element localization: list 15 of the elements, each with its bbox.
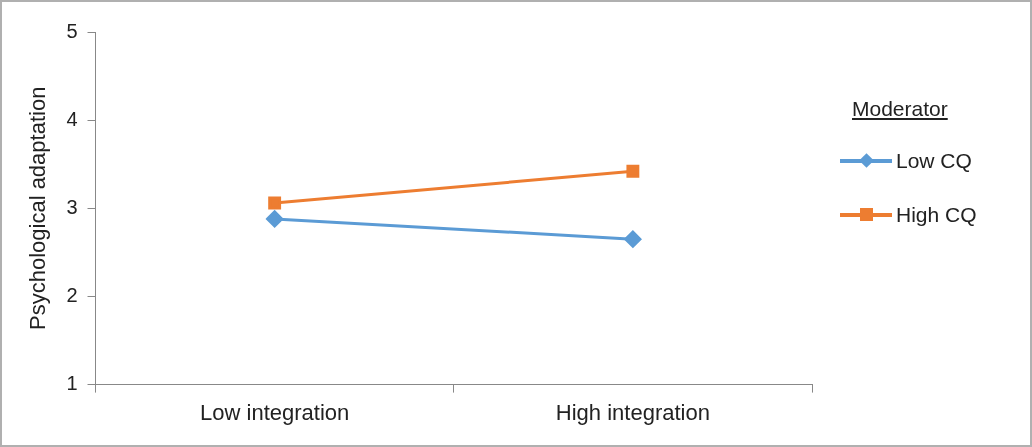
y-tick-label: 4 bbox=[66, 107, 78, 130]
y-tick-label: 1 bbox=[66, 372, 78, 395]
point bbox=[626, 164, 640, 178]
y-tick-label: 3 bbox=[66, 195, 78, 218]
y-axis-title: Psychological adaptation bbox=[25, 86, 51, 330]
legend-title: Moderator bbox=[852, 97, 949, 121]
x-tick-label: High integration bbox=[555, 399, 710, 425]
point bbox=[624, 230, 642, 248]
x-tick-label: Low integration bbox=[200, 399, 350, 425]
y-tick-label: 2 bbox=[66, 283, 78, 306]
point bbox=[266, 210, 284, 228]
point bbox=[268, 196, 282, 210]
legend-label: Low CQ bbox=[896, 149, 972, 173]
y-tick-label: 5 bbox=[66, 19, 78, 42]
legend-label: High CQ bbox=[896, 203, 977, 227]
